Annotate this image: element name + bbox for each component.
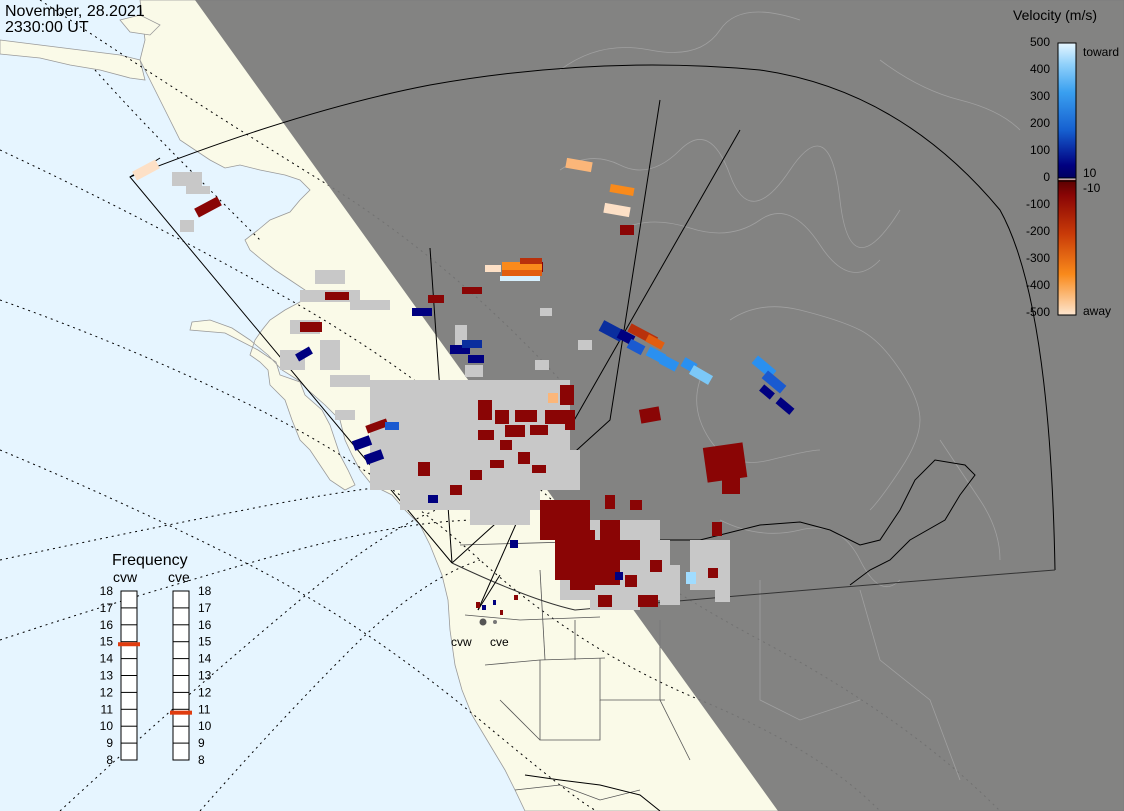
legend-tick: 10	[1083, 166, 1097, 180]
frequency-title: Frequency	[112, 552, 188, 569]
frequency-tick-label: 17	[100, 601, 114, 615]
frequency-indicator-cvw	[118, 642, 140, 647]
radar-site-cvw	[479, 618, 487, 626]
frequency-tick-label: 10	[100, 719, 114, 733]
radar-site-cve	[493, 620, 497, 624]
frequency-tick-label: 14	[100, 652, 114, 666]
frequency-tick-label: 18	[100, 584, 114, 598]
legend-colorbar	[1057, 42, 1077, 316]
legend-title: Velocity (m/s)	[1013, 7, 1097, 23]
canada-us-border	[640, 459, 976, 586]
radar-label-cve: cve	[490, 635, 509, 649]
legend-tick: 200	[1030, 116, 1050, 130]
legend-tick: 100	[1030, 143, 1050, 157]
velocity-cells-orange	[132, 157, 665, 403]
legend-tick: -100	[1026, 197, 1050, 211]
frequency-tick-label: 13	[100, 669, 114, 683]
frequency-panel: Frequency cvw cve 18 18 17 17 16 16 15 15 14 14 13…	[100, 552, 212, 767]
frequency-tick-label: 12	[198, 685, 212, 699]
island-west	[119, 14, 161, 36]
frequency-tick-label: 11	[101, 702, 114, 716]
radar-sites	[476, 595, 518, 626]
alaska-peninsula	[0, 39, 146, 81]
frequency-tick-label: 16	[198, 618, 212, 632]
frequency-tick-label: 17	[198, 601, 212, 615]
velocity-cells-blue	[295, 308, 795, 584]
header-time: 2330:00 UT	[5, 19, 89, 36]
frequency-tick-label: 8	[106, 753, 113, 767]
night-coastlines	[559, 11, 1021, 781]
frequency-tick-label: 10	[198, 719, 212, 733]
frequency-tick-label: 14	[198, 652, 212, 666]
frequency-tick-label: 18	[198, 584, 212, 598]
frequency-tick-label: 15	[198, 635, 212, 649]
frequency-tick-label: 9	[198, 736, 205, 750]
velocity-cells-red	[194, 196, 748, 607]
legend-tick: -10	[1083, 181, 1101, 195]
velocity-legend: Velocity (m/s) 500 400 300 200 100 0 -10…	[1013, 7, 1119, 319]
night-shade	[195, 0, 1124, 811]
radar-label-cvw: cvw	[451, 635, 472, 649]
frequency-tick-label: 8	[198, 753, 205, 767]
frequency-tick-label: 12	[100, 685, 114, 699]
legend-away: away	[1083, 304, 1111, 318]
frequency-indicator-cve	[170, 710, 192, 715]
frequency-scale: 18 18 17 17 16 16 15 15 14 14 13 13 12 12 11 11 10 10 9 9 8 8	[100, 584, 212, 767]
frequency-radar-cvw: cvw	[113, 569, 138, 585]
legend-tick: 500	[1030, 35, 1050, 49]
legend-tick: 300	[1030, 89, 1050, 103]
legend-tick: -200	[1026, 224, 1050, 238]
legend-tick: -300	[1026, 251, 1050, 265]
legend-toward: toward	[1083, 45, 1119, 59]
mexico-border	[524, 774, 661, 811]
legend-tick: -500	[1026, 305, 1050, 319]
legend-tick: 0	[1043, 170, 1050, 184]
frequency-tick-label: 9	[106, 736, 113, 750]
legend-tick: 400	[1030, 62, 1050, 76]
legend-tick: -400	[1026, 278, 1050, 292]
frequency-tick-label: 13	[198, 669, 212, 683]
frequency-tick-label: 15	[100, 635, 114, 649]
frequency-tick-label: 11	[198, 702, 211, 716]
header-date: November, 28.2021	[5, 3, 145, 20]
frequency-tick-label: 16	[100, 618, 114, 632]
frequency-radar-cve: cve	[168, 569, 190, 585]
